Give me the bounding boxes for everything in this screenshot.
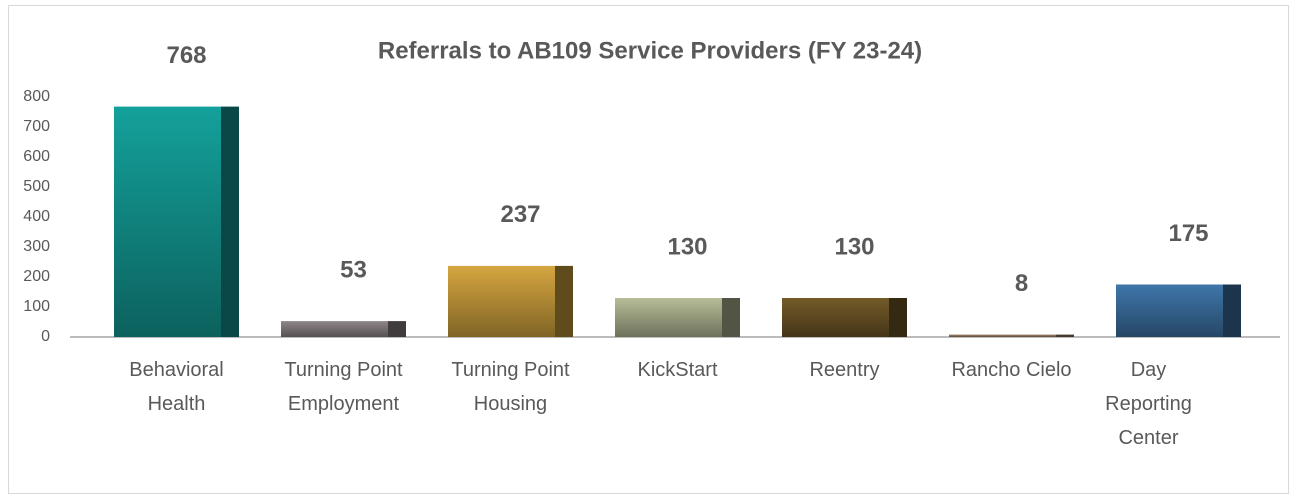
- y-tick-label: 500: [23, 178, 50, 195]
- bar-side: [889, 298, 907, 337]
- bar-side: [388, 321, 406, 337]
- bar-side: [555, 265, 573, 337]
- data-label: 8: [1015, 270, 1028, 297]
- x-tick-label: Turning Point Employment: [284, 359, 403, 415]
- data-label: 175: [1168, 220, 1208, 247]
- y-tick-label: 800: [23, 88, 50, 105]
- y-tick-label: 600: [23, 148, 50, 165]
- bar: [1116, 284, 1223, 337]
- bar: [782, 298, 889, 337]
- y-tick-label: 0: [41, 328, 50, 345]
- bar-side: [1223, 284, 1241, 337]
- y-tick-label: 200: [23, 268, 50, 285]
- bar-side: [1056, 334, 1074, 337]
- y-tick-label: 700: [23, 118, 50, 135]
- data-label: 768: [166, 42, 206, 69]
- bar-side: [722, 298, 740, 337]
- chart-title: Referrals to AB109 Service Providers (FY…: [378, 37, 922, 64]
- data-label: 53: [340, 256, 367, 283]
- y-tick-label: 300: [23, 238, 50, 255]
- data-label: 130: [667, 233, 707, 260]
- bar: [949, 334, 1056, 337]
- y-tick-label: 100: [23, 298, 50, 315]
- x-tick-label: Rancho Cielo: [951, 359, 1072, 381]
- x-tick-label: Reentry: [809, 359, 880, 381]
- bar: [281, 321, 388, 337]
- y-tick-label: 400: [23, 208, 50, 225]
- bar: [448, 265, 555, 337]
- data-label: 130: [834, 233, 874, 260]
- bar: [615, 298, 722, 337]
- x-tick-label: Turning Point Housing: [451, 359, 570, 415]
- x-tick-label: KickStart: [637, 359, 718, 381]
- bar-side: [221, 106, 239, 337]
- data-label: 237: [500, 201, 540, 228]
- x-tick-label: Behavioral Health: [129, 359, 224, 415]
- bar: [114, 106, 221, 337]
- x-tick-label: Day Reporting Center: [1105, 359, 1192, 449]
